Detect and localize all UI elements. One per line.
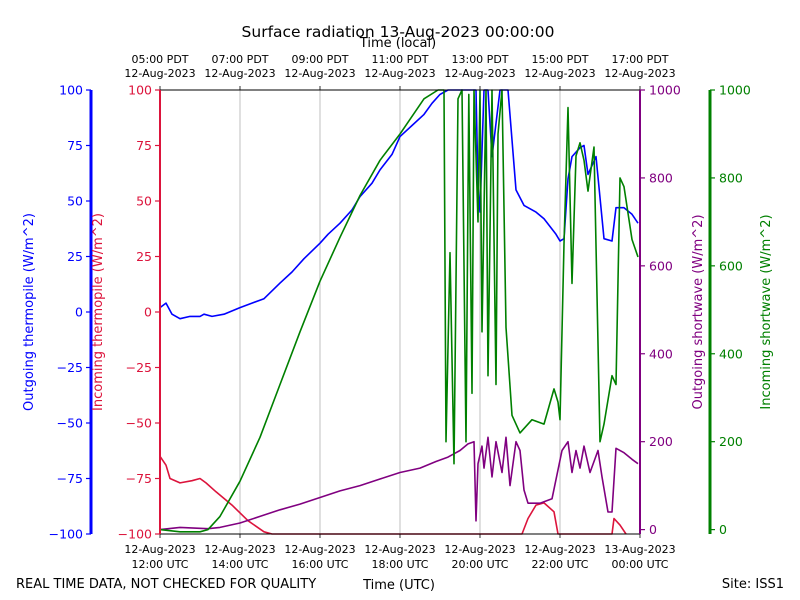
y-tick-label: 800	[719, 170, 743, 185]
x-top-tick-date-label: 12-Aug-2023	[444, 67, 515, 80]
y-tick-label: 0	[649, 522, 657, 537]
y-tick-label: 50	[67, 194, 83, 209]
x-top-tick-time-label: 05:00 PDT	[131, 53, 188, 66]
series-line-incoming-thermopile	[159, 455, 627, 535]
series-line-outgoing-thermopile	[159, 89, 639, 320]
y-axis-title-outgoing-shortwave: Outgoing shortwave (W/m^2)	[691, 214, 706, 409]
site-label: Site: ISS1	[722, 577, 784, 592]
y-tick-label: −25	[126, 360, 152, 375]
y-axis-title-outgoing-thermopile: Outgoing thermopile (W/m^2)	[22, 213, 37, 411]
x-tick-date-label: 12-Aug-2023	[524, 543, 595, 556]
y-tick-label: 25	[67, 249, 83, 264]
x-top-tick-date-label: 12-Aug-2023	[204, 67, 275, 80]
y-tick-label: −100	[49, 527, 83, 542]
x-top-tick-date-label: 12-Aug-2023	[364, 67, 435, 80]
x-tick-date-label: 12-Aug-2023	[204, 543, 275, 556]
y-tick-label: 200	[649, 434, 673, 449]
y-tick-label: 75	[136, 138, 152, 153]
series-lines	[159, 89, 639, 535]
y-tick-label: 100	[59, 83, 83, 98]
x-tick-time-label: 18:00 UTC	[371, 558, 428, 571]
y-tick-label: 0	[144, 305, 152, 320]
y-tick-label: 0	[719, 522, 727, 537]
x-tick-time-label: 12:00 UTC	[131, 558, 188, 571]
y-tick-label: 50	[136, 194, 152, 209]
y-tick-label: 400	[719, 346, 743, 361]
y-tick-label: −50	[126, 416, 152, 431]
y-tick-label: 600	[719, 258, 743, 273]
x-top-tick-time-label: 17:00 PDT	[611, 53, 668, 66]
y-axis-title-incoming-shortwave: Incoming shortwave (W/m^2)	[759, 214, 774, 409]
y-tick-label: −50	[57, 416, 83, 431]
x-tick-time-label: 22:00 UTC	[531, 558, 588, 571]
y-tick-label: 1000	[719, 83, 751, 98]
y-tick-label: −75	[126, 471, 152, 486]
y-tick-label: −100	[118, 527, 152, 542]
x-tick-time-label: 16:00 UTC	[291, 558, 348, 571]
y-tick-label: 600	[649, 258, 673, 273]
x-tick-date-label: 13-Aug-2023	[604, 543, 675, 556]
y-tick-label: 200	[719, 434, 743, 449]
y-tick-label: 25	[136, 249, 152, 264]
axes: 12-Aug-2023 12:00 UTC 12-Aug-2023 14:00 UTC…	[22, 53, 774, 571]
x-top-tick-time-label: 07:00 PDT	[211, 53, 268, 66]
x-tick-time-label: 00:00 UTC	[611, 558, 668, 571]
x-top-tick-date-label: 12-Aug-2023	[124, 67, 195, 80]
y-tick-label: 0	[75, 305, 83, 320]
x-top-tick-date-label: 12-Aug-2023	[524, 67, 595, 80]
x-top-tick-time-label: 13:00 PDT	[451, 53, 508, 66]
quality-notice: REAL TIME DATA, NOT CHECKED FOR QUALITY	[16, 577, 316, 592]
x-top-tick-time-label: 15:00 PDT	[531, 53, 588, 66]
x-tick-time-label: 14:00 UTC	[211, 558, 268, 571]
x-tick-date-label: 12-Aug-2023	[364, 543, 435, 556]
y-tick-label: 800	[649, 170, 673, 185]
x-tick-date-label: 12-Aug-2023	[284, 543, 355, 556]
y-tick-label: 100	[128, 83, 152, 98]
x-tick-date-label: 12-Aug-2023	[124, 543, 195, 556]
x-top-tick-time-label: 09:00 PDT	[291, 53, 348, 66]
y-tick-label: 1000	[649, 83, 681, 98]
y-tick-label: −25	[57, 360, 83, 375]
x-top-tick-date-label: 12-Aug-2023	[604, 67, 675, 80]
x-top-tick-time-label: 11:00 PDT	[371, 53, 428, 66]
x-tick-time-label: 20:00 UTC	[451, 558, 508, 571]
top-axis-label: Time (local)	[359, 36, 436, 51]
y-tick-label: 75	[67, 138, 83, 153]
y-axis-title-incoming-thermopile: Incoming thermopile (W/m^2)	[91, 213, 106, 411]
y-tick-label: −75	[57, 471, 83, 486]
y-tick-label: 400	[649, 346, 673, 361]
chart-title: Surface radiation 13-Aug-2023 00:00:00	[242, 23, 555, 41]
x-tick-date-label: 12-Aug-2023	[444, 543, 515, 556]
series-line-outgoing-shortwave	[159, 436, 639, 531]
bottom-axis-label: Time (UTC)	[362, 578, 435, 593]
x-top-tick-date-label: 12-Aug-2023	[284, 67, 355, 80]
